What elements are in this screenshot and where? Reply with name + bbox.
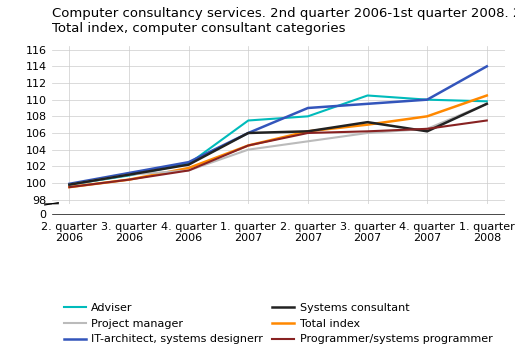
Adviser xyxy=(484,99,490,103)
Adviser xyxy=(245,118,251,122)
Adviser xyxy=(126,173,132,177)
Adviser xyxy=(185,162,192,166)
Systems consultant xyxy=(365,120,371,124)
Systems consultant xyxy=(484,102,490,106)
Project manager xyxy=(424,127,430,131)
Systems consultant xyxy=(424,129,430,133)
IT-architect, systems designerr xyxy=(305,106,311,110)
IT-architect, systems designerr xyxy=(66,182,73,186)
Systems consultant xyxy=(185,162,192,167)
Systems consultant xyxy=(126,173,132,177)
Line: Total index: Total index xyxy=(70,96,487,187)
Total index xyxy=(365,122,371,127)
Line: Adviser: Adviser xyxy=(70,96,487,185)
Total index xyxy=(424,114,430,118)
Line: Project manager: Project manager xyxy=(70,104,487,185)
Programmer/systems programmer xyxy=(305,131,311,135)
Total index xyxy=(66,185,73,189)
Total index xyxy=(126,177,132,182)
Systems consultant xyxy=(66,183,73,187)
Line: Programmer/systems programmer: Programmer/systems programmer xyxy=(70,120,487,187)
Project manager xyxy=(245,148,251,152)
IT-architect, systems designerr xyxy=(245,131,251,135)
Adviser xyxy=(424,98,430,102)
Systems consultant xyxy=(305,129,311,133)
Line: Systems consultant: Systems consultant xyxy=(70,104,487,185)
Total index xyxy=(484,93,490,98)
Programmer/systems programmer xyxy=(484,118,490,122)
Total index xyxy=(185,166,192,170)
Text: Computer consultancy services. 2nd quarter 2006-1st quarter 2008. 2006=100.
Tota: Computer consultancy services. 2nd quart… xyxy=(52,7,515,35)
Project manager xyxy=(126,173,132,177)
Project manager xyxy=(305,139,311,144)
Programmer/systems programmer xyxy=(66,185,73,189)
IT-architect, systems designerr xyxy=(424,98,430,102)
Project manager xyxy=(484,102,490,106)
IT-architect, systems designerr xyxy=(484,64,490,69)
IT-architect, systems designerr xyxy=(365,102,371,106)
Programmer/systems programmer xyxy=(185,168,192,173)
Project manager xyxy=(66,183,73,187)
Adviser xyxy=(66,183,73,187)
Total index xyxy=(245,144,251,148)
Programmer/systems programmer xyxy=(424,127,430,131)
Project manager xyxy=(365,131,371,135)
Systems consultant xyxy=(245,131,251,135)
Programmer/systems programmer xyxy=(245,144,251,148)
IT-architect, systems designerr xyxy=(185,160,192,164)
Programmer/systems programmer xyxy=(365,129,371,133)
Total index xyxy=(305,129,311,133)
Line: IT-architect, systems designerr: IT-architect, systems designerr xyxy=(70,66,487,184)
IT-architect, systems designerr xyxy=(126,171,132,175)
Legend: Adviser, Project manager, IT-architect, systems designerr, Systems consultant, T: Adviser, Project manager, IT-architect, … xyxy=(63,303,493,344)
Adviser xyxy=(305,114,311,118)
Programmer/systems programmer xyxy=(126,177,132,182)
Adviser xyxy=(365,93,371,98)
Project manager xyxy=(185,168,192,173)
